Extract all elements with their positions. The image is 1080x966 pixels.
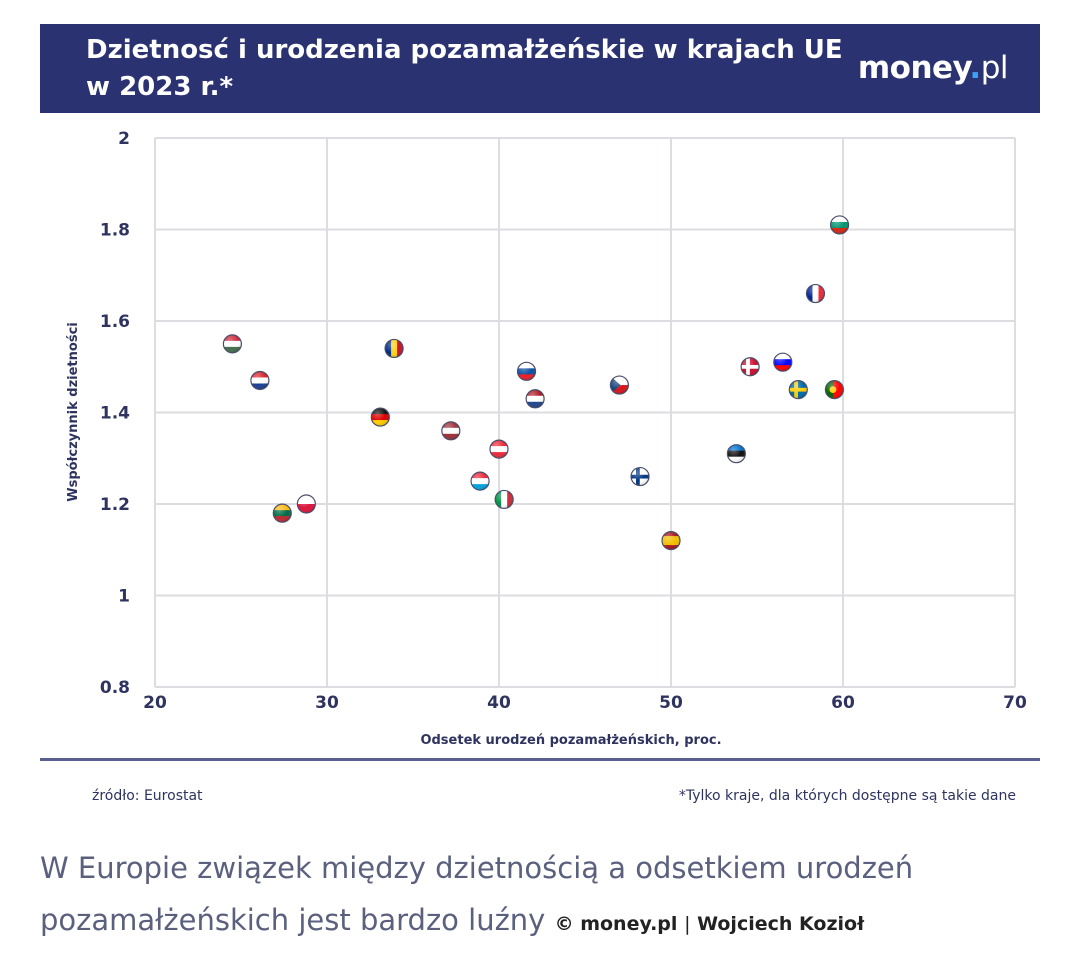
source-note: źródło: Eurostat: [92, 788, 203, 804]
flag-marker-finland: [630, 466, 650, 487]
y-axis-ticks: 0.8 1 1.2 1.4 1.6 1.8 2: [100, 129, 130, 698]
credit-separator: |: [684, 913, 691, 935]
caption-credit: © money.pl | Wojciech Kozioł: [555, 913, 865, 935]
title-banner: Dzietnosć i urodzenia pozamałżeńskie w k…: [40, 24, 1040, 113]
y-tick-label: 1.4: [100, 404, 130, 424]
flag-marker-germany: [370, 407, 390, 427]
chart-grid: [154, 137, 1016, 688]
y-tick-label: 2: [118, 129, 130, 149]
money-pl-logo: money.pl: [857, 50, 1009, 86]
flag-marker-netherlands: [525, 389, 545, 409]
y-tick-label: 0.8: [100, 678, 130, 698]
y-axis-label: Współczynnik dzietności: [66, 322, 81, 501]
flag-marker-latvia: [441, 421, 461, 441]
y-tick-label: 1: [118, 587, 130, 607]
footnote: *Tylko kraje, dla których dostępne są ta…: [678, 788, 1016, 804]
footer-divider: [40, 758, 1040, 761]
flag-marker-hungary: [222, 334, 242, 354]
flag-marker-denmark: [740, 357, 760, 377]
x-tick-label: 70: [1003, 693, 1027, 713]
flag-marker-romania: [384, 338, 404, 359]
flag-marker-estonia: [726, 444, 746, 464]
chart-title: Dzietnosć i urodzenia pozamałżeńskie w k…: [86, 35, 843, 102]
x-tick-label: 30: [315, 693, 339, 713]
x-tick-label: 20: [143, 693, 167, 713]
flag-marker-slovakia: [516, 361, 537, 381]
y-tick-label: 1.6: [100, 312, 130, 332]
y-tick-label: 1.8: [100, 221, 130, 241]
x-tick-label: 60: [831, 693, 855, 713]
logo-suffix: pl: [980, 50, 1009, 86]
flag-marker-spain: [661, 530, 681, 551]
flag-marker-czechia: [609, 375, 630, 395]
flag-marker-luxembourg: [470, 471, 490, 491]
flag-marker-poland: [296, 494, 316, 514]
y-tick-label: 1.2: [100, 495, 130, 515]
image-caption: W Europie związek między dzietnością a o…: [40, 842, 1050, 950]
flag-marker-italy: [494, 489, 514, 510]
x-axis-ticks: 20 30 40 50 60 70: [143, 693, 1027, 713]
x-tick-label: 50: [659, 693, 683, 713]
credit-author[interactable]: Wojciech Kozioł: [697, 913, 865, 935]
flag-marker-france: [805, 283, 826, 304]
flag-marker-austria: [489, 439, 509, 459]
caption-text: W Europie związek między dzietnością a o…: [40, 851, 914, 937]
flag-marker-slovenia: [773, 352, 793, 372]
logo-dot: .: [969, 50, 981, 86]
flag-marker-croatia: [250, 370, 270, 391]
flag-marker-bulgaria: [829, 215, 850, 235]
flag-marker-portugal: [824, 380, 845, 400]
flag-marker-lithuania: [272, 503, 292, 523]
flag-marker-sweden: [788, 380, 808, 400]
logo-main: money: [857, 50, 970, 86]
data-points: [222, 215, 850, 551]
x-tick-label: 40: [487, 693, 511, 713]
x-axis-label: Odsetek urodzeń pozamałżeńskich, proc.: [420, 733, 721, 748]
copyright-symbol: ©: [554, 913, 574, 935]
credit-site-link[interactable]: money.pl: [580, 913, 678, 935]
